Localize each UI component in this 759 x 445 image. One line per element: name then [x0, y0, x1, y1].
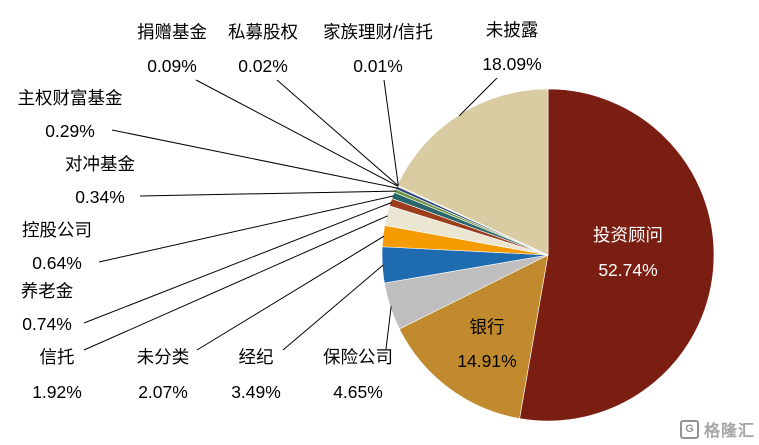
slice-pct-label-pension: 0.74% — [22, 314, 72, 334]
leader-line-hedge-fund — [139, 190, 396, 197]
slice-name-label-investment-advisor: 投资顾问 — [593, 225, 663, 245]
slice-pct-label-investment-advisor: 52.74% — [598, 260, 657, 280]
slice-name-label-hedge-fund: 对冲基金 — [65, 154, 135, 174]
slice-pct-label-family-office-trust: 0.01% — [353, 56, 403, 76]
leader-line-family-office-trust — [383, 79, 399, 186]
leader-line-trust — [83, 215, 388, 351]
slice-pct-label-brokerage: 3.49% — [231, 382, 281, 402]
slice-name-label-unclassified: 未分类 — [137, 347, 190, 367]
leader-line-brokerage — [282, 264, 384, 351]
slice-name-label-bank: 银行 — [470, 317, 505, 337]
slice-pct-label-endowment-fund: 0.09% — [147, 56, 197, 76]
slice-name-label-insurance-company: 保险公司 — [323, 347, 393, 367]
pie-slice-investment-advisor — [519, 88, 715, 422]
slice-name-label-sovereign-wealth-fund: 主权财富基金 — [18, 88, 123, 108]
leader-line-sovereign-wealth-fund — [111, 129, 398, 189]
slice-name-label-family-office-trust: 家族理财/信托 — [323, 22, 433, 42]
leader-line-unclassified — [196, 235, 385, 351]
slice-name-label-trust: 信托 — [40, 347, 75, 367]
slice-name-label-endowment-fund: 捐赠基金 — [137, 22, 207, 42]
slice-name-label-holding-company: 控股公司 — [22, 220, 92, 240]
leader-line-endowment-fund — [195, 79, 399, 187]
leader-line-undisclosed — [458, 77, 498, 117]
slice-name-label-pension: 养老金 — [21, 281, 74, 301]
leader-line-private-equity — [276, 79, 399, 187]
slice-pct-label-holding-company: 0.64% — [32, 253, 82, 273]
slice-pct-label-unclassified: 2.07% — [138, 382, 188, 402]
slice-pct-label-bank: 14.91% — [457, 351, 516, 371]
slice-name-label-private-equity: 私募股权 — [228, 22, 298, 42]
slice-pct-label-insurance-company: 4.65% — [333, 382, 383, 402]
pie-slice-bank — [398, 254, 549, 419]
leader-line-holding-company — [98, 195, 395, 263]
leader-line-insurance-company — [385, 306, 392, 350]
slice-pct-label-sovereign-wealth-fund: 0.29% — [45, 121, 95, 141]
gelonghui-watermark: G 格隆汇 — [679, 417, 755, 441]
slice-pct-label-trust: 1.92% — [32, 382, 82, 402]
slice-pct-label-hedge-fund: 0.34% — [75, 187, 125, 207]
pie-slice-undisclosed — [397, 88, 549, 256]
gelonghui-watermark-text: 格隆汇 — [703, 423, 755, 440]
leader-line-pension — [83, 202, 392, 324]
gelonghui-logo-icon: G — [679, 419, 699, 439]
slice-name-label-brokerage: 经纪 — [239, 347, 274, 367]
slice-name-label-undisclosed: 未披露 — [486, 20, 539, 40]
slice-pct-label-private-equity: 0.02% — [238, 56, 288, 76]
slice-pct-label-undisclosed: 18.09% — [482, 54, 541, 74]
